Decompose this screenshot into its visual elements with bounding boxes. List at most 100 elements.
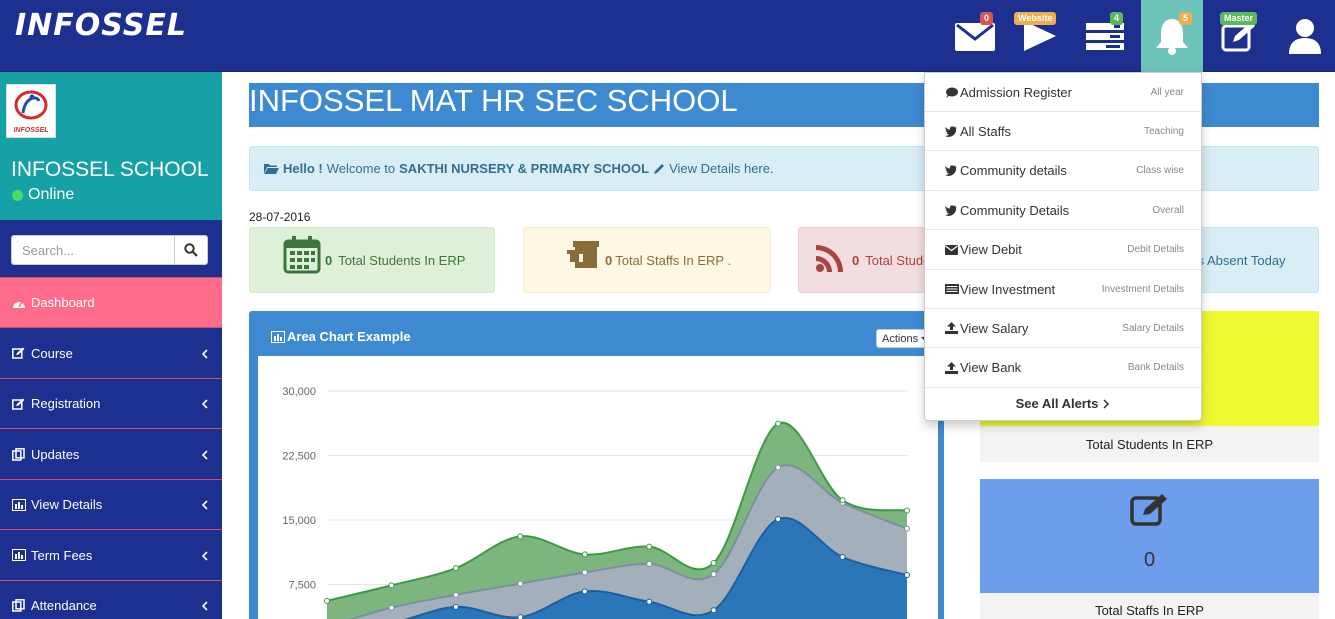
search-button[interactable]: [174, 235, 208, 265]
chart-point[interactable]: [452, 565, 459, 572]
alert-item-community-details[interactable]: Community details Class wise: [925, 152, 1201, 191]
chart-point[interactable]: [324, 597, 330, 604]
sidebar-item-label: Dashboard: [31, 295, 95, 310]
user-menu-button[interactable]: [1274, 0, 1335, 72]
chart-point[interactable]: [904, 507, 910, 514]
comment-icon: [945, 87, 959, 98]
chart-point[interactable]: [646, 560, 653, 567]
sidebar-item-view-details[interactable]: View Details: [0, 480, 222, 530]
envelope-icon: [955, 23, 995, 51]
chevron-left-icon: [201, 448, 208, 463]
alert-item-view-salary[interactable]: View Salary Salary Details: [925, 309, 1201, 349]
twitter-icon: [945, 165, 959, 177]
alert-item-all-staffs[interactable]: All Staffs Teaching: [925, 112, 1201, 152]
alert-item-view-debit[interactable]: View Debit Debit Details: [925, 231, 1201, 270]
staffs-card-value: 0: [1143, 549, 1156, 571]
area-chart: 30,000 22,500 15,000 7,500: [282, 386, 910, 619]
view-details-link[interactable]: View Details here.: [669, 161, 774, 176]
current-date: 28-07-2016: [249, 210, 311, 224]
alert-item-side-label: Investment Details: [1101, 283, 1184, 295]
alert-item-community-details[interactable]: Community Details Overall: [925, 191, 1201, 231]
chart-point[interactable]: [581, 551, 588, 558]
status-label: Online: [28, 186, 75, 203]
bar-chart-icon: [271, 330, 285, 343]
chart-point[interactable]: [388, 582, 395, 589]
website-button[interactable]: Website: [1008, 0, 1070, 72]
copy-icon: [12, 599, 27, 612]
brand-logo[interactable]: INFOSSEL: [15, 8, 188, 43]
chart-point[interactable]: [452, 591, 459, 598]
notifications-button[interactable]: 5: [1141, 0, 1203, 72]
staffs-card[interactable]: 0: [980, 479, 1319, 593]
sidebar-item-course[interactable]: Course: [0, 329, 222, 379]
chart-point[interactable]: [581, 569, 588, 576]
bar-chart-icon: [12, 498, 27, 511]
master-button[interactable]: Master: [1208, 0, 1270, 72]
chart-point[interactable]: [904, 572, 910, 579]
alert-item-side-label: Overall: [1152, 204, 1184, 216]
chart-point[interactable]: [839, 553, 846, 560]
sidebar-item-attendance[interactable]: Attendance: [0, 581, 222, 619]
sidebar-item-label: View Details: [31, 497, 103, 512]
messages-button[interactable]: 0: [944, 0, 1006, 72]
alert-item-label: View Investment: [960, 281, 1056, 297]
chart-point[interactable]: [839, 497, 846, 504]
sidebar-item-term-fees[interactable]: Term Fees: [0, 531, 222, 581]
twitter-icon: [945, 204, 959, 216]
chart-point[interactable]: [710, 560, 717, 566]
money-icon: [945, 284, 959, 294]
chart-point[interactable]: [452, 603, 459, 610]
envelope-icon: [945, 244, 959, 255]
chart-actions-dropdown[interactable]: Actions: [876, 329, 935, 348]
chart-series-line-1: [348, 464, 908, 619]
alert-item-view-bank[interactable]: View Bank Bank Details: [925, 349, 1201, 388]
sidebar-item-dashboard[interactable]: Dashboard: [0, 278, 222, 328]
upload-icon: [945, 361, 959, 374]
edit-icon: [1221, 22, 1255, 52]
alert-item-admission-register[interactable]: Admission Register All year: [925, 73, 1201, 112]
alert-item-label: View Debit: [960, 242, 1022, 258]
sidebar-item-updates[interactable]: Updates: [0, 430, 222, 480]
stat-staffs[interactable]: 0 Total Staffs In ERP .: [523, 227, 771, 293]
chart-point[interactable]: [775, 516, 782, 523]
students-card-footer[interactable]: Total Students In ERP: [980, 426, 1319, 462]
sidebar-search: [0, 220, 222, 278]
alert-item-label: View Salary: [960, 320, 1029, 336]
school-name: INFOSSEL SCHOOL: [11, 158, 209, 181]
chart-point[interactable]: [775, 464, 782, 471]
chart-point[interactable]: [388, 604, 395, 611]
chart-point[interactable]: [517, 533, 524, 540]
copy-icon: [12, 447, 27, 461]
bar-chart-icon: [12, 549, 27, 561]
chart-point[interactable]: [517, 614, 524, 619]
staffs-card-footer[interactable]: Total Staffs In ERP: [980, 593, 1319, 619]
sidebar-item-registration[interactable]: Registration: [0, 379, 222, 429]
chart-point[interactable]: [646, 598, 653, 605]
chart-series-line-0: [404, 516, 908, 619]
chart-y-tick-label: 30,000: [282, 386, 316, 398]
alert-item-side-label: Bank Details: [1127, 362, 1184, 374]
stat-students[interactable]: 0 Total Students In ERP: [249, 227, 495, 293]
search-input[interactable]: [11, 235, 175, 265]
alert-item-side-label: Salary Details: [1122, 322, 1184, 334]
chart-point[interactable]: [517, 580, 524, 587]
sidebar-item-label: Registration: [31, 396, 101, 411]
chart-point[interactable]: [710, 571, 717, 578]
alerts-dropdown: See All Alerts Admission Register All yea…: [924, 72, 1202, 421]
alert-item-view-investment[interactable]: View Investment Investment Details: [925, 270, 1201, 309]
edit-icon: [12, 398, 27, 410]
alert-item-side-label: All year: [1150, 86, 1184, 98]
chart-point[interactable]: [904, 525, 910, 532]
alert-item-label: Admission Register: [960, 84, 1072, 100]
alert-item-label: Community details: [960, 163, 1067, 179]
tasks-button[interactable]: 4: [1074, 0, 1136, 72]
chart-point[interactable]: [581, 588, 588, 595]
chart-point[interactable]: [710, 607, 717, 614]
chart-point[interactable]: [775, 420, 782, 427]
stat-staffs-value: 0: [605, 252, 613, 268]
see-all-alerts-link[interactable]: See All Alerts: [925, 386, 1201, 421]
chevron-left-icon: [201, 498, 208, 513]
chart-point[interactable]: [646, 543, 653, 550]
stat-students-value: 0: [325, 252, 333, 268]
twitter-icon: [945, 126, 959, 137]
